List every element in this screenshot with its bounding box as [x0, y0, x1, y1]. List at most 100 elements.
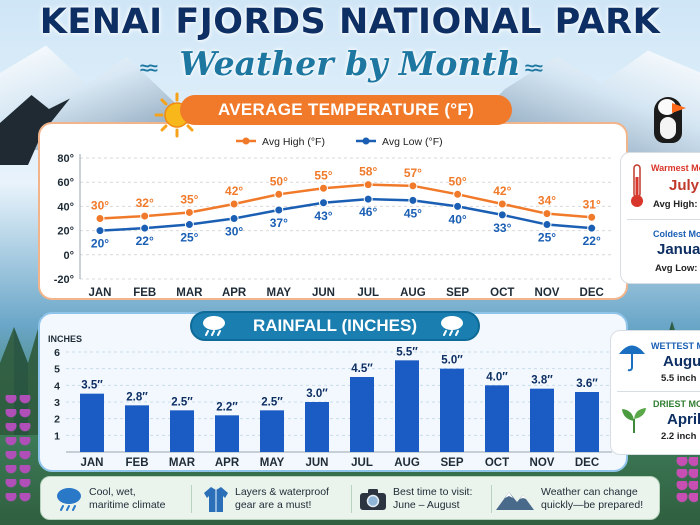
legend-high-marker: [242, 137, 250, 145]
temp-x-tick-label: OCT: [490, 287, 514, 299]
avg-high-point: [184, 207, 194, 217]
avg-high-data-label: 35°: [180, 192, 198, 206]
rain-cloud-icon: [57, 488, 81, 511]
card-divider: [617, 391, 700, 392]
tip-gear-line2: gear are a must!: [235, 499, 312, 511]
temp-x-tick-label: APR: [222, 287, 247, 299]
rain-bar: [215, 415, 239, 452]
temp-x-tick-label: FEB: [133, 287, 156, 299]
driest-month-name: April: [667, 411, 700, 428]
fireweed-flowers-right: [676, 445, 698, 505]
avg-low-point: [363, 194, 373, 204]
avg-low-data-label: 43°: [314, 209, 332, 223]
rain-x-tick-label: OCT: [485, 457, 509, 469]
avg-high-point: [229, 199, 239, 209]
temp-y-tick-label: -20°: [54, 274, 74, 286]
avg-high-point: [274, 189, 284, 199]
rain-bar: [440, 368, 464, 452]
rain-data-label: 5.0″: [441, 355, 463, 367]
warmest-month-name: July: [669, 177, 700, 194]
tip-climate-line1: Cool, wet,: [89, 486, 136, 498]
wettest-driest-card: WETTEST M Augus 5.5 inch DRIEST MO April…: [610, 330, 700, 455]
wettest-month-title: WETTEST M: [651, 341, 700, 351]
rain-x-tick-label: JUL: [351, 457, 373, 469]
footer-tips-bar: Cool, wet, maritime climate Layers & wate…: [40, 476, 660, 520]
rain-x-tick-label: FEB: [126, 457, 149, 469]
avg-high-data-label: 32°: [136, 196, 154, 210]
avg-low-data-label: 45°: [404, 206, 422, 220]
avg-low-point: [229, 214, 239, 223]
avg-high-point: [497, 199, 507, 209]
thermometer-icon: [631, 164, 643, 207]
rain-x-tick-label: APR: [215, 457, 240, 469]
rainfall-banner: RAINFALL (INCHES): [190, 311, 480, 341]
rain-y-tick-label: 4: [54, 380, 60, 392]
temp-x-tick-label: JAN: [88, 287, 111, 299]
avg-low-point: [274, 205, 284, 215]
avg-high-data-label: 42°: [493, 184, 511, 198]
rain-data-label: 2.8″: [126, 391, 148, 403]
avg-high-point: [587, 212, 597, 222]
rain-cloud-icon: [441, 316, 463, 336]
avg-high-data-label: 42°: [225, 184, 243, 198]
wave-decoration-left-icon: ≈≈: [140, 58, 158, 78]
rain-data-label: 4.0″: [486, 371, 508, 383]
temp-y-tick-label: 40°: [57, 201, 74, 213]
rain-x-tick-label: MAR: [169, 457, 196, 469]
avg-high-data-label: 57°: [404, 166, 422, 180]
puffin-illustration: [648, 85, 688, 145]
rain-data-label: 2.5″: [261, 396, 283, 408]
rain-x-tick-label: NOV: [530, 457, 555, 469]
tip-gear: Layers & waterproof gear are a must!: [203, 481, 329, 517]
rain-data-label: 5.5″: [396, 346, 418, 358]
rain-bar: [530, 388, 554, 452]
avg-low-point: [542, 220, 552, 230]
rain-data-label: 3.0″: [306, 388, 328, 400]
warmest-month-detail: Avg High: 58: [653, 199, 700, 210]
rain-y-tick-label: 1: [54, 430, 60, 442]
temp-x-tick-label: JUL: [357, 287, 379, 299]
avg-low-data-label: 25°: [180, 231, 198, 245]
tip-climate-line2: maritime climate: [89, 499, 166, 511]
temp-x-tick-label: AUG: [400, 287, 426, 299]
temp-y-tick-label: 0°: [63, 250, 74, 262]
rain-bar: [170, 410, 194, 452]
legend-low-marker: [362, 137, 370, 145]
rain-bar: [485, 385, 509, 452]
temp-y-tick-label: 60°: [57, 177, 74, 189]
tip-visit-line2: June – August: [393, 499, 460, 511]
tip-separator: [491, 485, 492, 513]
rain-x-tick-label: SEP: [440, 457, 463, 469]
temp-x-tick-label: DEC: [580, 287, 604, 299]
temp-y-tick-label: 80°: [57, 153, 74, 165]
avg-low-point: [95, 226, 105, 236]
avg-low-data-label: 25°: [538, 231, 556, 245]
avg-low-point: [587, 223, 597, 233]
avg-high-point: [408, 181, 418, 191]
camera-icon: [360, 489, 386, 510]
rain-data-label: 4.5″: [351, 363, 373, 375]
coldest-month-name: Januar: [657, 241, 700, 258]
wettest-month-name: Augus: [663, 353, 700, 370]
avg-low-data-label: 40°: [449, 212, 467, 226]
tip-visit-line1: Best time to visit:: [393, 486, 473, 498]
rain-data-label: 2.2″: [216, 401, 238, 413]
avg-low-point: [319, 198, 328, 208]
driest-month-detail: 2.2 inch: [661, 431, 697, 442]
temp-x-tick-label: JUN: [312, 287, 335, 299]
warmest-month-title: Warmest Mo: [651, 163, 700, 173]
wettest-month-detail: 5.5 inch: [661, 373, 697, 384]
page-subtitle: Weather by Month: [179, 44, 521, 83]
avg-low-data-label: 37°: [270, 216, 288, 230]
rain-x-tick-label: JAN: [80, 457, 103, 469]
avg-high-point: [542, 209, 552, 219]
temp-y-tick-label: 20°: [57, 226, 74, 238]
tip-weather: Weather can change quickly—be prepared!: [495, 481, 643, 517]
rain-bar: [125, 405, 149, 452]
tip-separator: [351, 485, 352, 513]
coldest-month-title: Coldest Mon: [653, 229, 700, 239]
card-divider: [627, 219, 700, 220]
avg-low-point: [140, 223, 150, 233]
